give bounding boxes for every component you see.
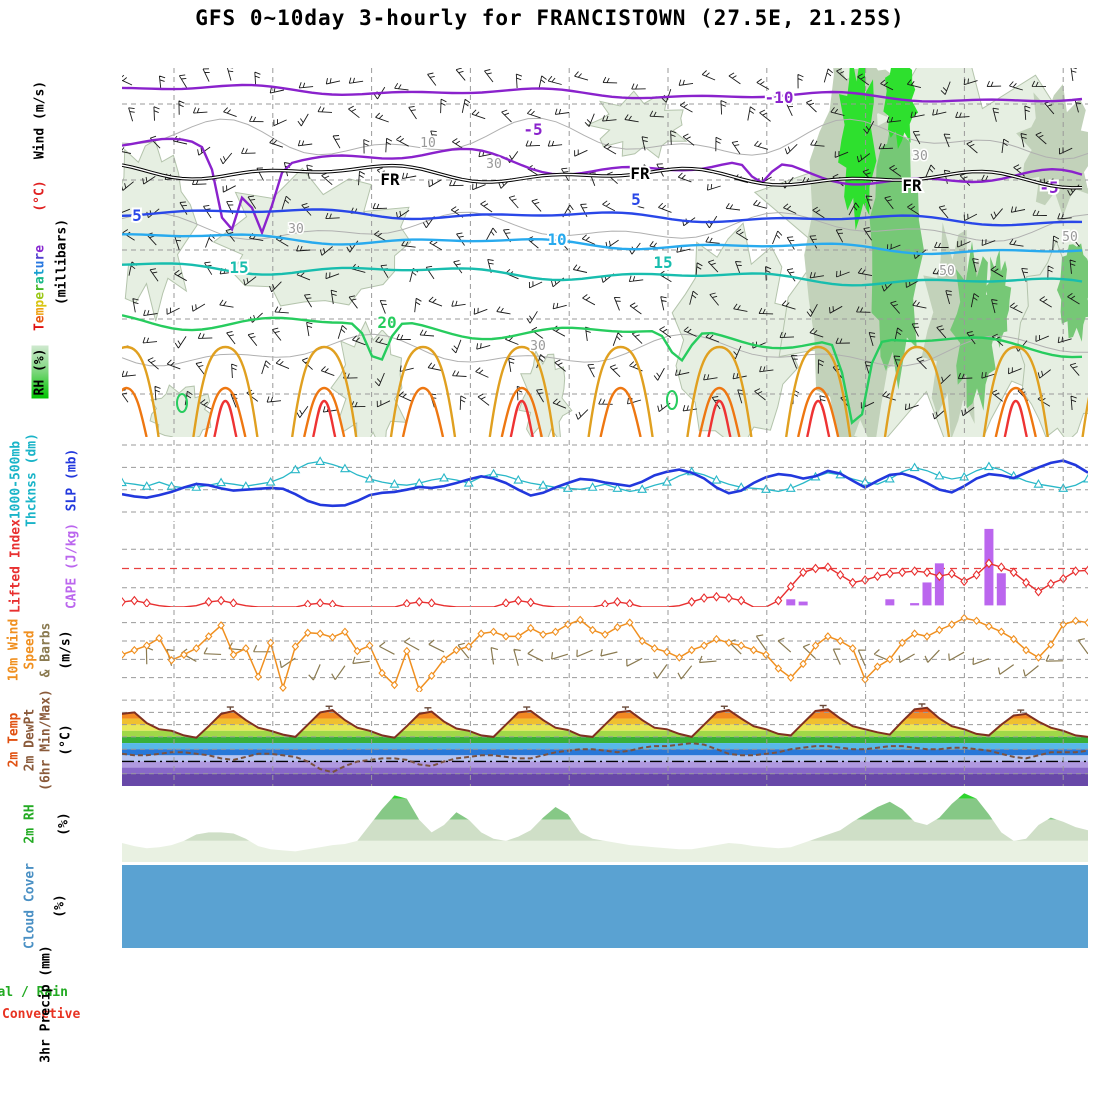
svg-text:FR: FR [902,176,922,195]
svg-text:15: 15 [229,258,248,277]
svg-text:15: 15 [653,253,672,272]
svg-text:5: 5 [631,190,641,209]
svg-text:FR: FR [630,164,650,183]
svg-text:30: 30 [530,339,546,354]
svg-text:50: 50 [1062,230,1078,245]
svg-text:-5: -5 [523,120,542,139]
stability-panel [122,528,1088,607]
svg-text:50: 50 [939,264,955,279]
svg-text:10: 10 [547,230,566,249]
axis-label-total-rain: Total / Rain [0,985,68,1000]
svg-text:30: 30 [288,222,304,237]
svg-text:5: 5 [132,206,142,225]
svg-text:-10: -10 [765,88,794,107]
svg-text:30: 30 [486,157,502,172]
page-title: GFS 0~10day 3-hourly for FRANCISTOWN (27… [195,6,905,30]
svg-text:10: 10 [420,136,436,151]
wind-panel [122,613,1088,692]
axis-label-convective: Convective [2,1007,81,1022]
svg-text:30: 30 [912,149,928,164]
svg-text:20: 20 [377,313,396,332]
svg-text:FR: FR [380,170,400,189]
